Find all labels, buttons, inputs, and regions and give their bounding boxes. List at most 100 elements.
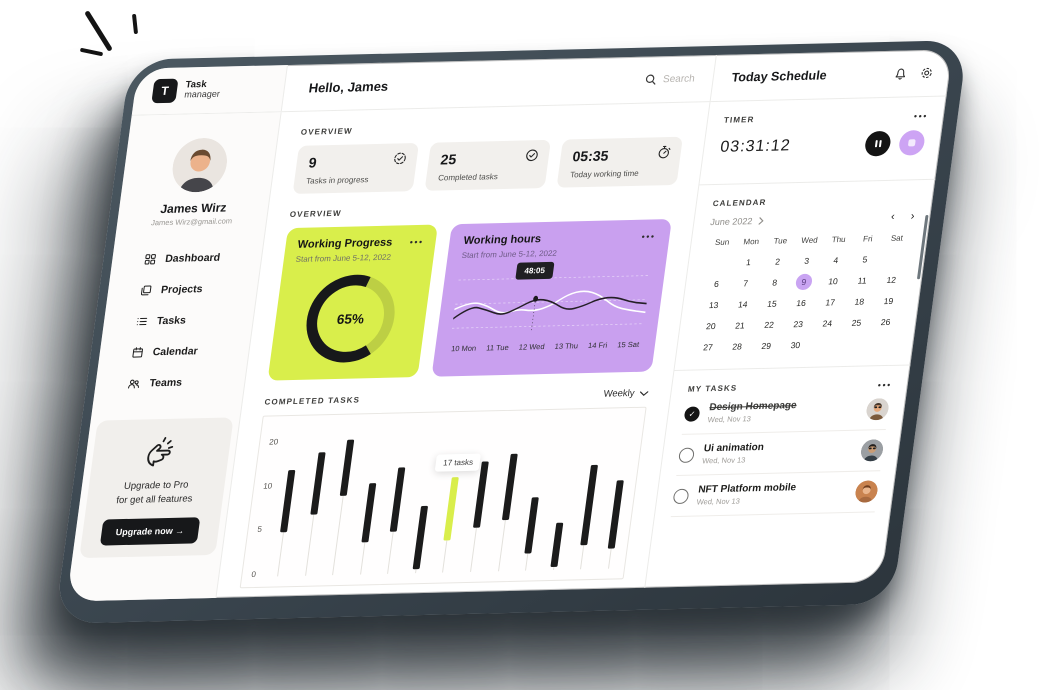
calendar-date [879,249,910,267]
calendar-date-number: 5 [862,253,869,265]
app-logo: T Task manager [131,65,288,115]
search-input[interactable]: Search [644,72,696,85]
bar-column [495,421,522,572]
my-tasks-section: MY TASKS ••• ✓ Design Homepage Wed, Nov 13… [653,365,910,531]
calendar-date[interactable]: 8 [759,273,790,291]
snap-fingers-icon [141,435,180,470]
calendar-date[interactable]: 9 [788,273,819,291]
weekly-dropdown[interactable]: Weekly [603,388,649,400]
calendar-date[interactable]: 27 [692,338,723,356]
bar [412,505,429,570]
bar-column [522,420,549,571]
y-axis-label: 20 [268,437,279,447]
gear-icon[interactable] [919,66,935,80]
calendar-date[interactable]: 15 [756,294,787,312]
calendar-date[interactable]: 5 [849,250,880,268]
more-menu-icon[interactable]: ••• [877,379,893,390]
working-progress-card: Working Progress ••• Start from June 5-1… [267,224,438,381]
calendar-month-select[interactable]: June 2022 [710,215,765,227]
calendar-date[interactable]: 18 [844,292,875,310]
calendar-date-number: 23 [792,318,804,329]
bar-column [467,421,494,572]
x-axis-tick: 10 Mon [450,343,477,354]
sidebar-item-projects[interactable]: Projects [139,282,258,297]
calendar-date[interactable]: 30 [780,336,811,354]
assignee-avatar[interactable] [854,480,879,503]
bar-baseline-line [580,545,585,570]
sparkle-stroke [79,47,104,57]
task-checkbox[interactable] [672,488,690,504]
calendar-date[interactable]: 13 [698,296,729,314]
calendar-date[interactable]: 22 [754,315,785,333]
calendar-date[interactable]: 20 [695,317,726,335]
sidebar-item-calendar[interactable]: Calendar [131,344,250,359]
calendar-day-name: Thu [831,234,847,245]
assignee-avatar[interactable] [860,439,885,462]
bar [361,483,377,543]
chevron-down-icon [639,390,649,396]
calendar-date[interactable]: 1 [733,253,764,271]
calendar-date[interactable]: 4 [820,251,851,269]
calendar-date[interactable]: 29 [751,336,782,354]
sidebar-item-label: Tasks [156,314,187,328]
bar-baseline-line [414,569,417,574]
calendar-date[interactable]: 6 [701,275,732,293]
calendar-date [704,254,735,272]
bar [472,461,489,529]
calendar-date[interactable]: 7 [730,274,761,292]
task-checkbox[interactable] [678,447,696,463]
sidebar-item-tasks[interactable]: Tasks [135,313,254,328]
stop-button[interactable] [897,130,927,156]
bar-column [357,424,384,575]
upgrade-text: Upgrade to Pro for get all features [115,479,194,507]
sidebar-item-dashboard[interactable]: Dashboard [143,251,262,266]
calendar-prev-button[interactable]: ‹ [890,210,896,223]
upgrade-now-button[interactable]: Upgrade now → [100,516,201,546]
calendar-date[interactable]: 21 [724,316,755,334]
calendar-date[interactable]: 3 [791,251,822,269]
more-menu-icon[interactable]: ••• [913,110,929,121]
logo-text: Task manager [183,79,221,100]
calendar-date[interactable]: 17 [815,293,846,311]
x-axis-tick: 11 Tue [485,342,510,353]
calendar-date[interactable]: 14 [727,295,758,313]
calendar-date[interactable]: 16 [785,294,816,312]
more-menu-icon[interactable]: ••• [409,236,425,248]
more-menu-icon[interactable]: ••• [640,231,657,242]
calendar-next-button[interactable]: › [909,210,916,223]
bar-baseline-line [470,528,477,572]
calendar-date[interactable]: 12 [876,270,907,288]
calendar-date[interactable]: 25 [841,313,872,331]
task-checkbox-checked[interactable]: ✓ [683,405,701,422]
calendar-date[interactable]: 28 [722,337,753,355]
calendar-date[interactable]: 24 [812,314,843,332]
calendar-date-number: 24 [822,317,833,329]
user-name: James Wirz [159,200,228,217]
calendar-date-selected: 9 [794,273,814,290]
calendar-date[interactable]: 10 [817,272,848,290]
calendar-date[interactable]: 2 [762,252,793,270]
bar [390,467,406,532]
calendar-date-number: 26 [880,316,892,327]
calendar-date[interactable]: 19 [873,292,904,310]
bell-icon[interactable] [893,66,909,80]
calendar-date-number: 12 [886,274,897,285]
user-avatar[interactable] [169,137,230,193]
calendar-date[interactable]: 11 [847,271,878,289]
assignee-avatar[interactable] [865,398,890,421]
calendar-grid: Sun Mon Tue Wed Thu Fri Sat 1 2 3 4 5 6 7 8 9 10 11 12 13 14… [692,230,912,355]
sidebar-item-label: Dashboard [164,251,221,265]
stat-card: 9 Tasks in progress [292,142,420,194]
search-icon [644,73,658,85]
check-circle-icon [524,148,540,162]
sidebar-item-teams[interactable]: Teams [127,375,246,390]
task-date: Wed, Nov 13 [696,496,741,507]
bar-baseline-line [442,540,448,573]
calendar-date-number: 4 [832,254,840,265]
calendar-date[interactable]: 23 [783,315,814,333]
calendar-day-name: Wed [800,235,819,245]
sidebar-item-label: Projects [160,283,204,297]
calendar-date[interactable]: 26 [870,313,901,331]
pause-button[interactable] [863,130,893,157]
